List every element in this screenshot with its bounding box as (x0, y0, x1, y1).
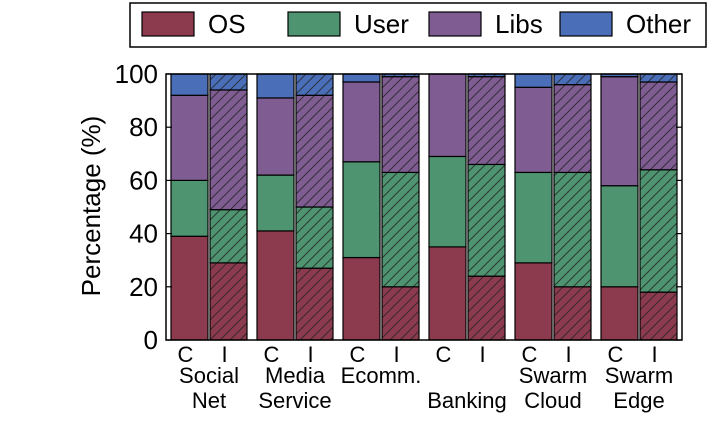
legend-label-os: OS (208, 9, 246, 39)
group-label: Media (265, 363, 326, 388)
bar-segment-libs-g3-C (428, 73, 467, 158)
bar-segment-user-g3-I (467, 163, 506, 277)
bar-segment-other-g1-I (295, 73, 334, 96)
legend: OS User Libs Other (129, 2, 707, 48)
bar-segment-other-g4-I (553, 73, 592, 86)
bar-segment-user-g2-C (342, 161, 381, 259)
legend-label-libs: Libs (495, 9, 543, 39)
bar-segment-user-g3-C (428, 155, 467, 248)
bar-segment-libs-g0-I (209, 89, 248, 211)
bar-label: I (651, 342, 657, 367)
group-label: Net (192, 388, 226, 413)
bar-segment-user-g4-C (514, 171, 553, 264)
bar-segment-os-g4-C (514, 262, 553, 341)
group-label: Service (258, 388, 331, 413)
bar-segment-os-g2-I (381, 286, 420, 341)
bar-segment-os-g3-C (428, 246, 467, 341)
bar-segment-os-g5-I (639, 291, 678, 341)
group-label: Ecomm. (341, 363, 422, 388)
bar-segment-libs-g4-I (553, 84, 592, 174)
bar-segment-user-g0-C (170, 179, 209, 237)
bar-segment-libs-g4-C (514, 86, 553, 174)
y-axis-label: Percentage (%) (76, 116, 106, 297)
bar-segment-os-g2-C (342, 256, 381, 341)
bar-segment-libs-g5-I (639, 81, 678, 171)
bar-segment-libs-g1-I (295, 94, 334, 208)
y-tick-label: 100 (115, 59, 158, 89)
bar-segment-os-g4-I (553, 286, 592, 341)
group-label: Swarm (605, 363, 673, 388)
bar-segment-other-g0-I (209, 73, 248, 91)
legend-swatch-user (287, 11, 341, 37)
bar-segment-other-g5-I (639, 73, 678, 83)
bar-segment-libs-g0-C (170, 94, 209, 182)
group-label: Swarm (519, 363, 587, 388)
bar-label: C (178, 342, 194, 367)
bar-segment-other-g2-C (342, 73, 381, 83)
bar-segment-os-g3-I (467, 275, 506, 341)
legend-label-user: User (354, 9, 409, 39)
bar-segment-libs-g3-I (467, 76, 506, 166)
y-tick-label: 0 (144, 325, 158, 355)
bar-segment-other-g4-C (514, 73, 553, 88)
bar-label: I (221, 342, 227, 367)
bar-label: C (264, 342, 280, 367)
legend-swatch-other (559, 11, 613, 37)
y-tick-label: 20 (129, 272, 158, 302)
bar-segment-libs-g2-C (342, 81, 381, 163)
bar-segment-other-g0-C (170, 73, 209, 96)
y-tick-label: 80 (129, 112, 158, 142)
bar-segment-os-g1-I (295, 267, 334, 341)
bar-label: C (522, 342, 538, 367)
bar-segment-os-g1-C (256, 230, 295, 341)
bar-segment-user-g4-I (553, 171, 592, 288)
y-tick-label: 40 (129, 219, 158, 249)
bar-segment-user-g0-I (209, 209, 248, 264)
group-label: Social (179, 363, 239, 388)
bar-segment-libs-g2-I (381, 76, 420, 174)
bar-segment-user-g5-I (639, 169, 678, 293)
y-tick-label: 60 (129, 165, 158, 195)
bar-label: I (393, 342, 399, 367)
bar-segment-user-g1-I (295, 206, 334, 269)
plot-frame (165, 73, 683, 341)
bar-segment-libs-g1-C (256, 97, 295, 176)
legend-label-other: Other (626, 9, 691, 39)
bar-segment-user-g5-C (600, 185, 639, 288)
legend-swatch-libs (428, 11, 482, 37)
group-label: Cloud (524, 388, 581, 413)
bar-segment-os-g5-C (600, 286, 639, 341)
bar-segment-os-g0-C (170, 235, 209, 341)
y-axis: 0 20 40 60 80 100 (115, 59, 682, 355)
bar-segment-user-g1-C (256, 174, 295, 232)
bar-label: C (436, 342, 452, 367)
legend-swatch-os (141, 11, 195, 37)
bar-segment-other-g1-C (256, 73, 295, 99)
bar-label: C (350, 342, 366, 367)
bar-segment-user-g2-I (381, 171, 420, 288)
bar-label: I (479, 342, 485, 367)
group-label: Edge (613, 388, 664, 413)
bar-segment-os-g0-I (209, 262, 248, 341)
bar-label: C (608, 342, 624, 367)
bar-segment-libs-g5-C (600, 76, 639, 187)
group-label: Banking (427, 388, 507, 413)
bar-label: I (307, 342, 313, 367)
bars (170, 73, 678, 341)
bar-label: I (565, 342, 571, 367)
